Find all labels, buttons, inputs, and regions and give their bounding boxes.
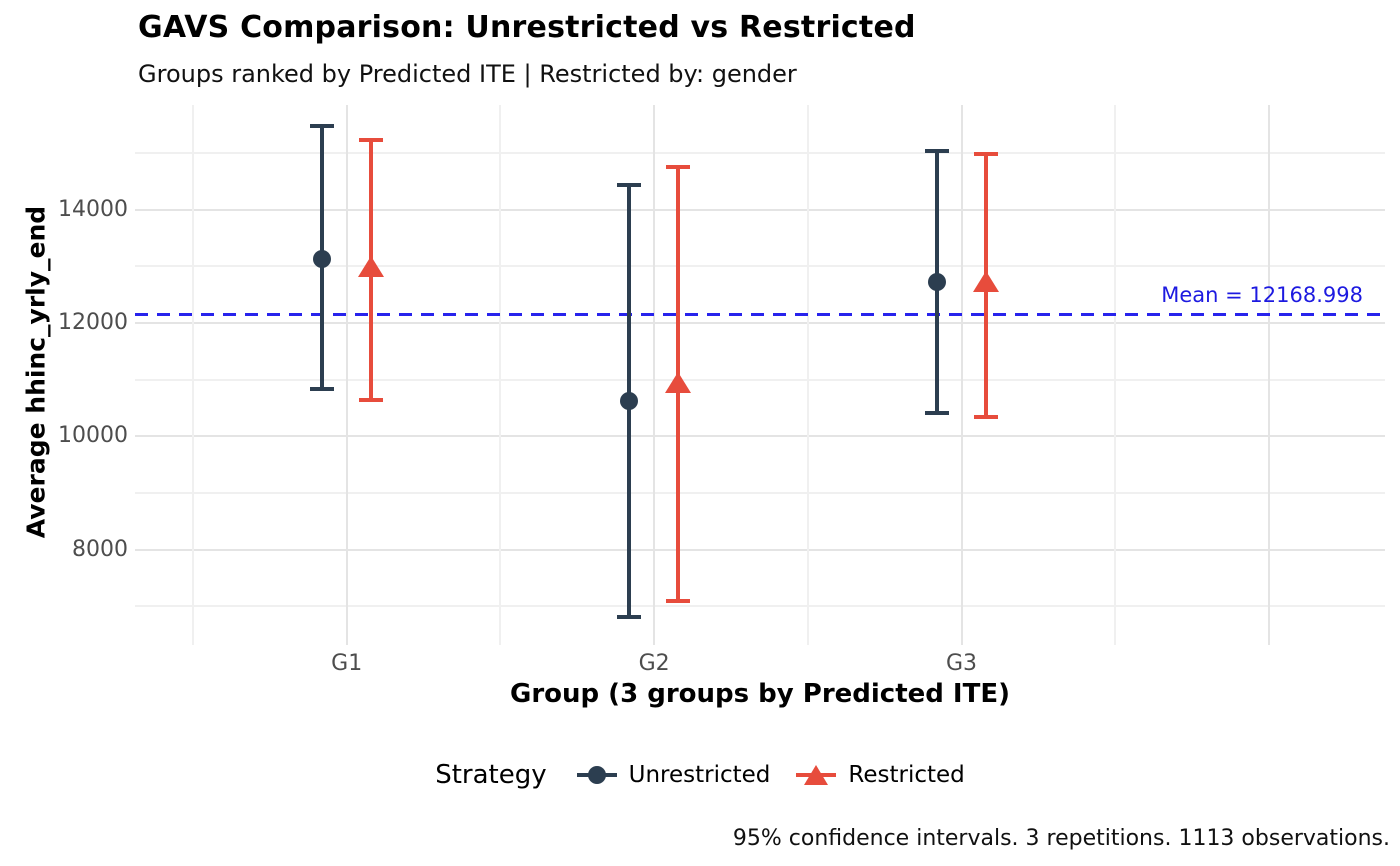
ci-cap-high: [309, 123, 334, 128]
plot-panel: Mean = 12168.998: [135, 105, 1385, 645]
x-tick-label: G2: [638, 651, 670, 676]
x-tick-label: G3: [945, 651, 978, 676]
h-gridline: [135, 322, 1385, 325]
legend: Strategy Unrestricted Restricted: [0, 750, 1400, 800]
h-gridline: [135, 265, 1385, 268]
point-restricted-g1: [357, 256, 384, 278]
caption: 95% confidence intervals. 3 repetitions.…: [732, 826, 1390, 851]
mean-reference-line: [135, 312, 1385, 316]
ci-cap-high: [358, 138, 383, 143]
h-gridline: [135, 605, 1385, 608]
v-gridline: [1267, 105, 1270, 645]
errorbar-triangle-icon: [796, 758, 837, 792]
errorbar-circle-icon: [576, 758, 617, 792]
point-restricted-g2: [665, 371, 692, 393]
v-gridline: [806, 105, 809, 645]
circle-marker-icon: [587, 766, 606, 784]
y-tick-label: 12000: [58, 310, 128, 336]
chart-subtitle: Groups ranked by Predicted ITE | Restric…: [138, 60, 797, 88]
legend-title: Strategy: [435, 760, 547, 790]
ci-cap-low: [924, 410, 949, 415]
v-gridline: [192, 105, 194, 645]
v-gridline: [1114, 105, 1117, 645]
point-unrestricted-g1: [312, 249, 331, 268]
v-gridline: [499, 105, 502, 645]
ci-cap-high: [666, 165, 691, 170]
ci-cap-high: [973, 152, 998, 157]
legend-item-unrestricted: Unrestricted: [576, 758, 771, 792]
x-axis-title: Group (3 groups by Predicted ITE): [509, 679, 1010, 709]
point-unrestricted-g3: [927, 272, 946, 291]
legend-label-unrestricted: Unrestricted: [628, 762, 771, 788]
ci-cap-low: [309, 386, 334, 391]
h-gridline: [135, 152, 1385, 155]
legend-item-restricted: Restricted: [796, 758, 965, 792]
ci-cap-low: [358, 397, 383, 402]
ci-cap-high: [617, 182, 642, 187]
mean-line-label: Mean = 12168.998: [1161, 282, 1363, 307]
h-gridline: [135, 492, 1385, 495]
point-restricted-g3: [972, 271, 999, 293]
v-gridline: [960, 105, 963, 645]
h-gridline: [135, 378, 1385, 381]
ci-cap-low: [666, 599, 691, 604]
gridlines: [135, 105, 1385, 645]
legend-label-restricted: Restricted: [848, 762, 965, 788]
v-gridline: [653, 105, 656, 645]
ci-cap-low: [973, 415, 998, 420]
x-tick-label: G1: [331, 651, 363, 676]
h-gridline: [135, 208, 1385, 211]
y-tick-label: 14000: [58, 196, 128, 222]
h-gridline: [135, 435, 1385, 438]
y-tick-label: 10000: [58, 423, 128, 449]
triangle-marker-icon: [804, 765, 829, 785]
y-tick-label: 8000: [72, 536, 128, 562]
ci-cap-low: [617, 615, 642, 620]
h-gridline: [135, 548, 1385, 551]
v-gridline: [345, 105, 348, 645]
ci-cap-high: [924, 148, 949, 153]
chart-title: GAVS Comparison: Unrestricted vs Restric…: [138, 10, 916, 45]
point-unrestricted-g2: [620, 391, 639, 410]
y-axis-title: Average hhinc_yrly_end: [21, 205, 51, 539]
